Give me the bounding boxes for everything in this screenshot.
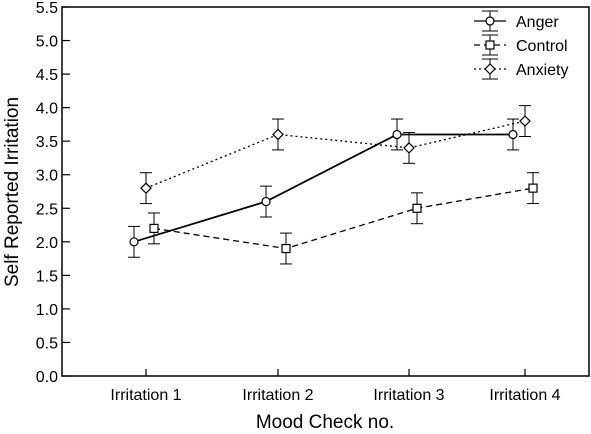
legend-marker [484, 63, 496, 75]
series-line [145, 120, 526, 189]
data-point [281, 243, 291, 254]
x-axis: Irritation 1 Irritation 2 Irritation 3 Irri… [110, 369, 561, 404]
series-line [153, 187, 534, 250]
y-tick-label: 3.5 [36, 134, 58, 151]
data-point [129, 237, 139, 247]
data-point [392, 129, 402, 140]
legend-label: Control [516, 38, 568, 55]
y-tick-label: 3.0 [36, 168, 58, 185]
data-point [528, 183, 538, 193]
series-control [148, 172, 539, 265]
x-axis-title: Mood Check no. [256, 412, 394, 433]
data-point [403, 142, 415, 154]
data-point [519, 115, 531, 127]
y-tick-label: 1.5 [36, 268, 58, 285]
data-point [508, 129, 518, 140]
x-tick-label: Irritation 2 [242, 387, 313, 404]
x-tick-label: Irritation 3 [373, 387, 444, 404]
legend-marker [485, 40, 495, 50]
series-line [133, 133, 513, 243]
y-tick-label: 2.0 [36, 235, 58, 252]
legend-label: Anxiety [516, 62, 568, 79]
legend-marker [485, 16, 495, 26]
series-anger [128, 118, 519, 258]
x-tick-label: Irritation 4 [489, 387, 560, 404]
y-tick-label: 5.0 [36, 34, 58, 51]
data-point [412, 203, 422, 213]
y-tick-label: 2.5 [36, 201, 58, 218]
data-point [140, 182, 152, 194]
y-tick-label: 1.0 [36, 302, 58, 319]
legend: Anger Control Anxiety [470, 9, 587, 85]
data-point [272, 128, 284, 141]
y-tick-label: 0.5 [36, 335, 58, 352]
x-tick-label: Irritation 1 [110, 387, 181, 404]
y-tick-label: 0.0 [36, 369, 58, 386]
y-tick-label: 4.0 [36, 101, 58, 118]
series-layer [128, 105, 539, 265]
y-tick-label: 5.5 [36, 0, 58, 17]
data-point [261, 196, 271, 207]
y-axis-title: Self Reported Irritation [2, 97, 23, 287]
y-tick-label: 4.5 [36, 67, 58, 84]
y-axis: 0.0 0.5 1.0 1.5 2.0 2.5 3.0 3.5 4.0 4.5 5.0 5.5 [36, 0, 70, 386]
series-anxiety [140, 105, 531, 205]
data-point [149, 223, 159, 233]
legend-label: Anger [516, 14, 559, 31]
